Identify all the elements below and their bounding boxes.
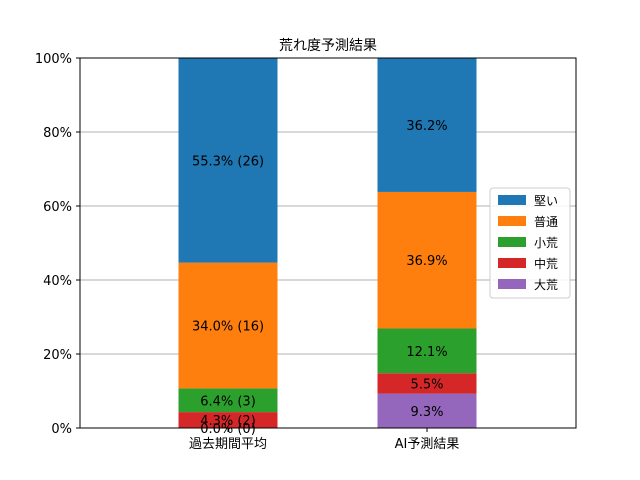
y-axis: 0% 20% 40% 60% 80% 100% [35, 52, 80, 437]
bar-data-label: 4.3% (2) [200, 414, 256, 429]
y-tick-label: 40% [43, 274, 72, 289]
legend-label: 中荒 [534, 256, 558, 271]
y-tick-label: 100% [35, 52, 72, 67]
bar-segment [178, 58, 278, 263]
legend-swatch [498, 195, 526, 205]
bar-data-label: 5.5% [410, 377, 443, 392]
legend-label: 大荒 [534, 278, 558, 292]
y-tick-label: 20% [43, 348, 72, 363]
legend-swatch [498, 237, 526, 247]
y-tick-label: 60% [43, 200, 72, 215]
bar-segment [178, 412, 278, 428]
legend-swatch [498, 279, 526, 289]
x-tick-label: 過去期間平均 [189, 437, 267, 452]
x-axis: 過去期間平均 AI予測結果 [189, 428, 459, 452]
plot-frame [79, 57, 577, 429]
bar-data-label: 9.3% [410, 405, 443, 420]
bar-segment [377, 328, 477, 374]
bar-data-label: 12.1% [406, 345, 447, 360]
y-tick-label: 0% [51, 422, 72, 437]
bar-segment [377, 393, 477, 428]
chart-title: 荒れ度予測結果 [279, 38, 377, 54]
y-tick-label: 80% [43, 126, 72, 141]
bar-segment [377, 191, 477, 329]
bar-data-label: 6.4% (3) [200, 394, 256, 409]
legend-label: 堅い [534, 194, 558, 208]
bar-segment [377, 58, 477, 192]
bars-layer [178, 58, 477, 428]
legend-box [489, 187, 571, 299]
bar-data-label: 55.3% (26) [192, 154, 264, 169]
legend-swatch [498, 216, 526, 226]
legend-label: 小荒 [534, 236, 558, 250]
x-tick-label: AI予測結果 [395, 437, 460, 452]
bar-segment [178, 388, 278, 413]
data-labels-layer: 0.0% (0)4.3% (2)6.4% (3)34.0% (16)55.3% … [192, 119, 448, 437]
legend-label: 普通 [534, 215, 558, 229]
bar-data-label: 36.9% [406, 254, 447, 269]
bar-segment [178, 262, 278, 389]
bar-segment [377, 373, 477, 394]
bar-data-label: 36.2% [406, 119, 447, 134]
bar-data-label: 34.0% (16) [192, 320, 264, 335]
legend-swatch [498, 258, 526, 268]
